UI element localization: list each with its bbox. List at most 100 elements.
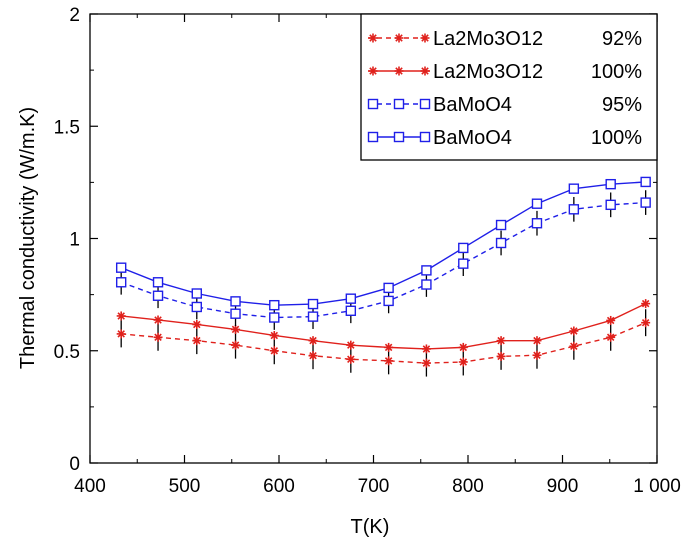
asterisk-stroke	[570, 327, 578, 335]
legend-entry: BaMoO4 95%	[367, 94, 642, 116]
data-point	[569, 341, 579, 351]
legend-density: 100%	[591, 127, 642, 149]
data-point	[606, 332, 616, 342]
axis-tick-labels: 400 500 600 700 800 900 1 000 0 0.5 1 1.5 2	[54, 5, 681, 497]
data-point	[495, 237, 507, 249]
x-tick-label: 500	[169, 476, 201, 497]
legend-marker	[367, 131, 379, 143]
asterisk-stroke	[422, 345, 431, 353]
asterisk-stroke	[270, 347, 279, 355]
legend-marker	[367, 98, 379, 110]
data-point	[269, 299, 280, 311]
asterisk-stroke	[347, 341, 355, 349]
asterisk-stroke	[384, 357, 393, 365]
asterisk-stroke	[606, 333, 615, 342]
asterisk-stroke	[193, 336, 201, 345]
data-point	[345, 305, 357, 316]
data-point	[346, 354, 356, 364]
series-la2mo3o12-92pct	[116, 309, 651, 377]
asterisk-stroke	[154, 316, 162, 324]
legend-marker	[420, 33, 430, 43]
data-point	[568, 183, 580, 194]
data-point	[640, 197, 651, 208]
series-bamoo4-100pct	[115, 176, 651, 311]
legend-density: 100%	[591, 61, 642, 83]
data-point	[308, 351, 318, 361]
asterisk-stroke	[384, 343, 393, 352]
data-point	[421, 344, 431, 354]
data-point	[384, 356, 394, 366]
legend-marker	[394, 66, 404, 76]
data-point	[231, 324, 241, 334]
data-point	[421, 358, 431, 368]
asterisk-stroke	[395, 34, 403, 42]
legend: La2Mo3O12 92%La2Mo3O12 100%BaMoO4 95%BaMoO4…	[360, 13, 658, 161]
legend-marker	[419, 131, 431, 143]
data-point	[307, 298, 319, 310]
asterisk-stroke	[369, 34, 377, 42]
legend-marker	[420, 66, 430, 76]
asterisk-stroke	[270, 331, 279, 340]
data-point	[346, 340, 356, 350]
y-tick-label: 2	[69, 5, 80, 26]
data-point	[191, 301, 202, 313]
data-point	[641, 318, 651, 328]
legend-density: 95%	[602, 94, 642, 116]
asterisk-stroke	[641, 318, 650, 327]
y-tick-label: 1	[69, 230, 80, 251]
data-point	[230, 308, 241, 319]
asterisk-stroke	[117, 312, 125, 320]
asterisk-stroke	[395, 67, 403, 75]
data-point	[230, 296, 241, 307]
data-point	[153, 315, 163, 325]
legend-box	[360, 13, 658, 161]
data-point	[115, 262, 127, 273]
legend-entry: La2Mo3O12 100%	[368, 61, 642, 83]
data-point	[383, 282, 394, 294]
legend-label: BaMoO4	[433, 127, 512, 149]
data-point	[458, 242, 469, 254]
series-bamoo4-95pct	[115, 190, 651, 330]
asterisk-stroke	[117, 330, 125, 338]
asterisk-stroke	[231, 325, 240, 334]
y-tick-label: 0	[69, 454, 80, 475]
x-axis-title: T(K)	[351, 516, 390, 538]
asterisk-stroke	[231, 341, 240, 349]
series-line	[121, 322, 646, 364]
legend-density: 92%	[602, 28, 642, 50]
data-point	[605, 178, 616, 190]
data-point	[307, 311, 319, 322]
data-point	[458, 342, 468, 352]
x-tick-label: 400	[74, 476, 106, 497]
data-point	[152, 290, 164, 301]
asterisk-stroke	[459, 358, 468, 366]
data-point	[641, 299, 651, 309]
data-point	[191, 288, 202, 299]
data-point	[421, 279, 432, 290]
asterisk-stroke	[309, 336, 317, 345]
data-point	[116, 311, 126, 321]
data-point	[269, 330, 279, 340]
asterisk-stroke	[421, 67, 429, 75]
x-tick-label: 700	[358, 476, 390, 497]
y-axis-title: Thermal conductivity (W/m.K)	[17, 107, 39, 369]
legend-marker	[419, 98, 431, 110]
data-point	[458, 357, 468, 367]
data-point	[605, 199, 616, 211]
data-point	[269, 312, 280, 323]
series-la2mo3o12-100pct	[116, 299, 651, 354]
data-point	[532, 336, 542, 346]
data-point	[458, 258, 469, 269]
asterisk-stroke	[533, 351, 541, 359]
data-point	[384, 342, 394, 352]
asterisk-stroke	[533, 336, 541, 345]
series-layer	[115, 176, 651, 377]
asterisk-stroke	[369, 67, 377, 75]
asterisk-stroke	[421, 34, 429, 42]
legend-marker	[394, 33, 404, 43]
asterisk-stroke	[193, 320, 201, 329]
data-point	[531, 218, 543, 229]
data-point	[569, 326, 579, 336]
legend-label: La2Mo3O12	[433, 28, 543, 50]
data-point	[531, 198, 543, 209]
